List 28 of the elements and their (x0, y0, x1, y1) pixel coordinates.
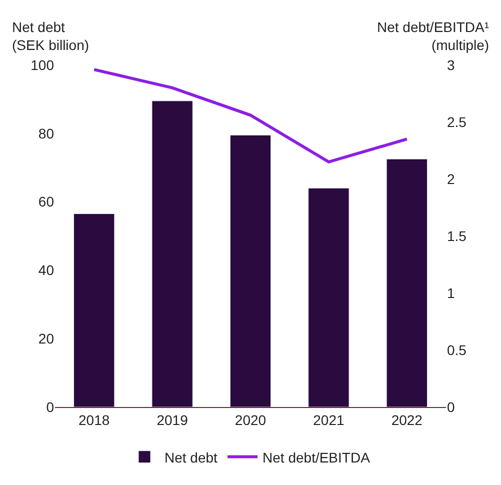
y2-tick-label: 2.5 (447, 114, 467, 130)
y-tick-label: 20 (38, 330, 54, 346)
bar (386, 158, 428, 407)
legend-label: Net debt/EBITDA (262, 449, 371, 466)
y-tick-label: 0 (46, 398, 54, 415)
legend-label: Net debt (164, 449, 218, 466)
y2-tick-label: 3 (447, 56, 455, 73)
y2-tick-label: 1 (447, 284, 455, 301)
y-axis-title: Net debt (SEK billion) (12, 19, 90, 54)
x-tick-label: 2022 (391, 412, 423, 428)
y2-tick-label: 0 (447, 398, 455, 415)
bar (230, 134, 272, 407)
y-tick-label: 100 (30, 56, 54, 73)
y-tick-label: 80 (38, 125, 54, 142)
x-tick-label: 2020 (234, 412, 266, 428)
bar (74, 214, 115, 407)
y2-axis-title: Net debt/EBITDA¹ (multiple) (377, 19, 490, 54)
x-tick-label: 2018 (78, 412, 110, 428)
bar (308, 188, 350, 407)
y2-tick-label: 1.5 (447, 228, 467, 244)
y-tick-label: 40 (38, 262, 54, 278)
y2-tick-label: 0.5 (447, 342, 467, 358)
x-tick-label: 2019 (156, 412, 188, 428)
y2-tick-label: 2 (447, 170, 455, 187)
x-tick-label: 2021 (313, 412, 344, 428)
y-tick-label: 60 (38, 194, 54, 210)
bar (152, 100, 193, 407)
line-series (92, 68, 408, 164)
